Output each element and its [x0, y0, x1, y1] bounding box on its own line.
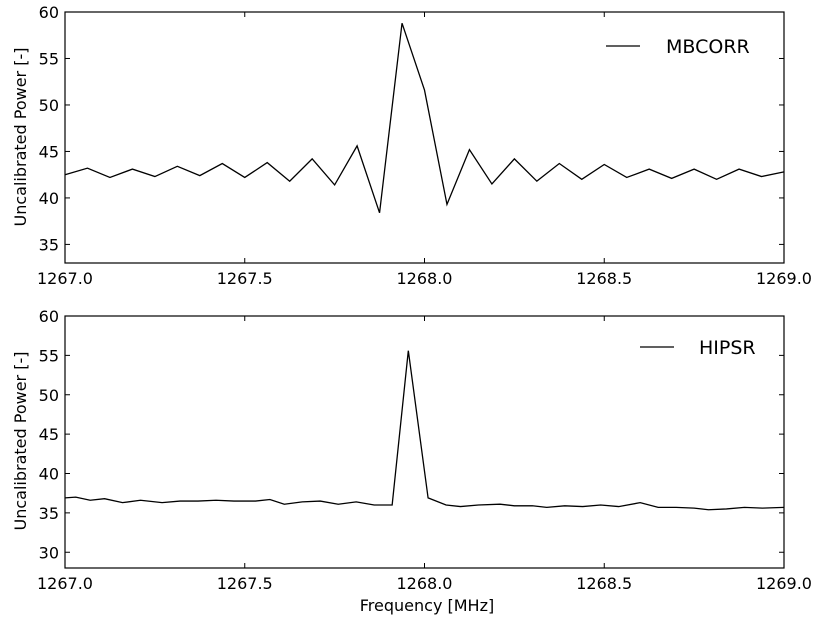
- top-legend-label: MBCORR: [666, 36, 750, 58]
- top-ytick-label: 60: [39, 3, 59, 22]
- bottom-ytick-label: 60: [39, 307, 59, 326]
- bottom-ytick-label: 35: [39, 504, 59, 523]
- bottom-ytick-label: 40: [39, 465, 59, 484]
- bottom-ytick-label: 50: [39, 386, 59, 405]
- top-ytick-label: 55: [39, 49, 59, 68]
- top-chart: Uncalibrated Power [-] 1267.0 1267.5 1268.…: [11, 3, 812, 288]
- top-xtick-label: 1267.0: [37, 269, 93, 288]
- top-ytick-label: 35: [39, 235, 59, 254]
- top-xtick-label: 1268.5: [576, 269, 632, 288]
- top-xtick-label: 1267.5: [217, 269, 273, 288]
- top-xtick-label: 1268.0: [397, 269, 453, 288]
- bottom-ytick-label: 45: [39, 425, 59, 444]
- bottom-xtick-label: 1267.0: [37, 574, 93, 593]
- top-xtick-label: 1269.0: [756, 269, 812, 288]
- bottom-xtick-label: 1268.0: [397, 574, 453, 593]
- bottom-xtick-label: 1268.5: [576, 574, 632, 593]
- bottom-axes-frame: [65, 316, 784, 568]
- bottom-xlabel: Frequency [MHz]: [360, 596, 494, 615]
- bottom-ytick-label: 30: [39, 543, 59, 562]
- bottom-legend-label: HIPSR: [699, 337, 756, 359]
- top-ytick-label: 50: [39, 96, 59, 115]
- top-ytick-label: 45: [39, 142, 59, 161]
- bottom-series-line: [65, 351, 784, 510]
- bottom-chart: Uncalibrated Power [-] Frequency [MHz] 1…: [11, 307, 812, 615]
- bottom-ylabel: Uncalibrated Power [-]: [11, 352, 30, 531]
- bottom-ytick-label: 55: [39, 346, 59, 365]
- top-ytick-label: 40: [39, 189, 59, 208]
- bottom-xtick-label: 1269.0: [756, 574, 812, 593]
- bottom-xtick-label: 1267.5: [217, 574, 273, 593]
- top-ylabel: Uncalibrated Power [-]: [11, 48, 30, 227]
